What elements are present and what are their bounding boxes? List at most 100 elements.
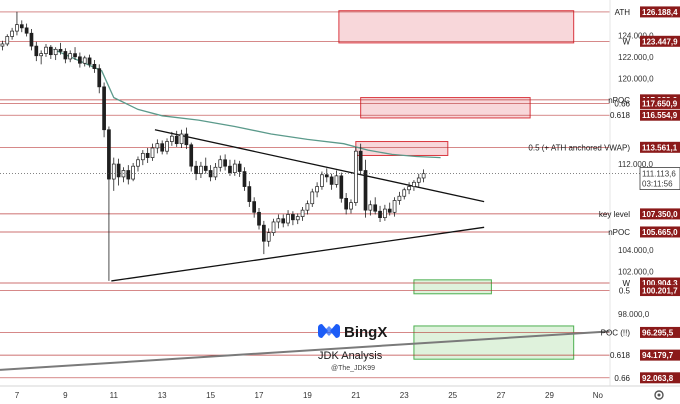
gear-icon[interactable]	[654, 390, 664, 400]
level-badge-8	[640, 277, 680, 289]
candle-body-50	[242, 171, 247, 187]
trendline-ascending	[111, 226, 485, 282]
time-tick-5: 17	[255, 391, 264, 400]
candle-body-13	[63, 51, 68, 60]
candle-body-57	[276, 218, 281, 223]
candle-body-20	[97, 68, 102, 88]
level-badge-11	[640, 349, 680, 361]
candle-body-42	[203, 165, 208, 171]
level-label-11: 0.618	[610, 351, 631, 360]
candle-body-12	[58, 48, 63, 52]
candle-body-30	[145, 152, 150, 158]
candle-body-33	[160, 143, 165, 152]
level-price-8: 100.904,3	[642, 279, 678, 288]
candle-body-23	[111, 163, 116, 180]
level-badge-1	[640, 35, 680, 47]
candle-body-58	[281, 218, 286, 224]
level-price-6: 107.350,0	[642, 210, 678, 219]
candle-body-56	[271, 221, 276, 234]
candle-body-63	[305, 203, 310, 211]
time-axis-background[interactable]	[0, 386, 680, 404]
candle-body-66	[320, 174, 324, 187]
candle-body-31	[150, 147, 155, 158]
time-tick-7: 21	[351, 391, 360, 400]
candle-body-51	[247, 186, 252, 202]
candle-body-2	[10, 30, 14, 37]
candle-body-35	[170, 135, 174, 142]
candle-body-22	[107, 129, 111, 180]
candle-body-21	[102, 86, 106, 131]
candle-body-6	[29, 32, 34, 47]
candle-body-3	[15, 24, 19, 32]
candles-layer	[0, 11, 426, 281]
time-tick-3: 13	[158, 391, 167, 400]
candle-body-73	[353, 150, 358, 204]
candle-body-52	[252, 201, 257, 213]
candle-body-37	[179, 133, 184, 145]
time-tick-11: 29	[545, 391, 554, 400]
level-price-0: 126.188,4	[642, 8, 678, 17]
candle-body-48	[232, 163, 237, 173]
time-tick-12: No	[593, 391, 604, 400]
time-tick-6: 19	[303, 391, 312, 400]
time-tick-1: 9	[63, 391, 68, 400]
vwap-line	[53, 48, 441, 159]
candle-body-78	[378, 210, 382, 219]
level-badge-7	[640, 226, 680, 238]
candle-body-18	[87, 57, 92, 65]
current-price-layer: 111.113,603:11:56	[0, 167, 680, 190]
level-badge-10	[640, 326, 680, 338]
candle-body-4	[19, 24, 24, 29]
candle-body-32	[155, 143, 160, 149]
candle-body-47	[228, 165, 232, 173]
level-label-10: POC (!!)	[601, 328, 631, 337]
candle-body-14	[68, 53, 73, 60]
level-label-9: 0.5	[619, 287, 631, 296]
candle-body-26	[126, 170, 131, 180]
candle-body-76	[368, 204, 373, 211]
candle-body-84	[407, 186, 411, 191]
trendline-lower	[0, 330, 611, 371]
level-price-3: 117.650,9	[642, 99, 678, 108]
price-axis-background[interactable]	[610, 0, 680, 386]
current-price-value: 111.113,6	[642, 170, 676, 179]
brand-handle: @The_JDK99	[331, 365, 375, 372]
trendline-descending	[154, 129, 485, 203]
candle-body-15	[73, 53, 77, 58]
level-label-12: 0.66	[614, 374, 630, 383]
candle-body-11	[53, 48, 58, 56]
candle-body-69	[334, 175, 339, 185]
branding-block: BingX JDK Analysis @The_JDK99	[318, 324, 387, 372]
candle-body-28	[136, 159, 140, 167]
level-price-9: 100.201,7	[642, 287, 678, 296]
price-tick-1: 122.000,0	[618, 53, 654, 62]
candle-body-54	[261, 224, 266, 242]
price-tick-5: 102.000,0	[618, 267, 654, 276]
candle-body-49	[237, 163, 242, 172]
bingx-logo-icon	[318, 324, 340, 338]
candle-body-77	[373, 204, 378, 212]
candle-body-29	[140, 152, 145, 161]
price-tick-3: 112.000,0	[618, 160, 654, 169]
supply-zone-0	[338, 10, 575, 44]
level-price-1: 123.447,9	[642, 37, 678, 46]
candle-body-9	[44, 46, 48, 54]
level-badge-6	[640, 208, 680, 220]
candle-body-16	[78, 56, 82, 64]
supply-zone-2	[355, 141, 449, 156]
level-label-1: W	[622, 37, 630, 46]
candle-body-10	[48, 46, 53, 56]
candle-body-53	[257, 211, 261, 226]
levels-layer	[0, 11, 640, 379]
candle-body-67	[324, 174, 329, 178]
candle-body-40	[194, 165, 198, 175]
time-tick-9: 25	[448, 391, 457, 400]
price-tick-2: 120.000,0	[618, 74, 654, 83]
candle-body-64	[310, 191, 315, 205]
candle-body-45	[218, 159, 223, 168]
level-badge-3	[640, 97, 680, 109]
candle-body-60	[291, 214, 295, 221]
level-badge-4	[640, 109, 680, 121]
